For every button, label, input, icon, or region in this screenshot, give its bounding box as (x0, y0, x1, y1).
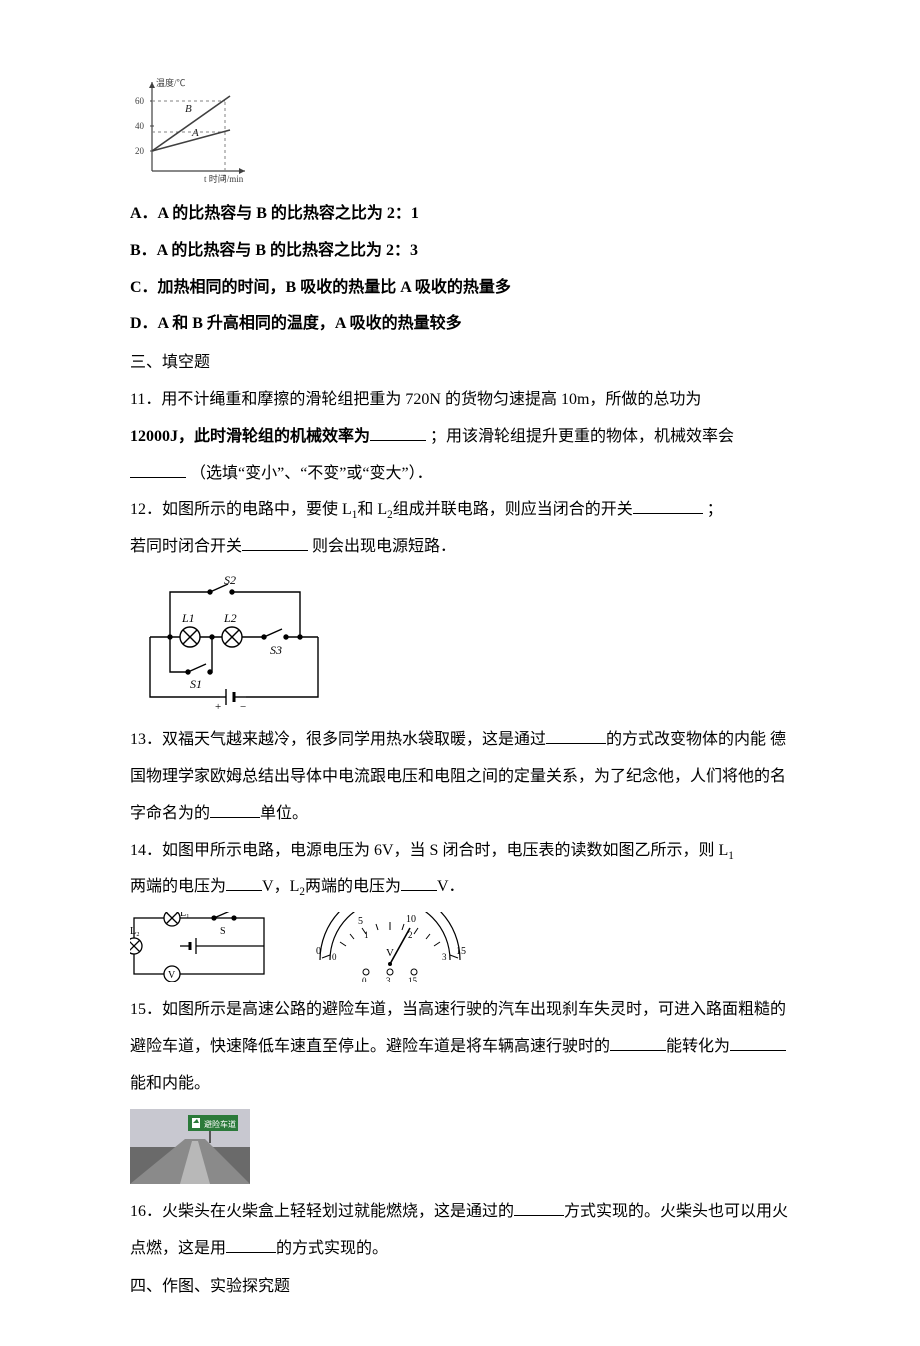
q12-part6: 则会出现电源短路． (308, 538, 456, 555)
q10-temperature-chart: 20 40 60 温度/℃ t 时间/min B A t (130, 76, 790, 186)
option-c: C．加热相同的时间，B 吸收的热量比 A 吸收的热量多 (130, 270, 790, 307)
q12-blank1 (633, 497, 703, 514)
svg-text:1: 1 (364, 930, 369, 940)
q13-part3: 单位。 (260, 805, 308, 822)
svg-text:S2: S2 (224, 573, 236, 587)
option-a-text: A．A 的比热容与 B 的比热容之比为 2：1 (130, 205, 419, 222)
q16-part1: 16．火柴头在火柴盒上轻轻划过就能燃烧，这是通过的 (130, 1203, 514, 1220)
svg-text:+: + (215, 701, 221, 712)
q11-blank1 (370, 424, 426, 441)
svg-text:2: 2 (408, 930, 413, 940)
q14-blank2 (401, 874, 437, 891)
q16-blank2 (226, 1236, 276, 1253)
svg-text:3: 3 (386, 976, 391, 982)
q12-part5: 若同时闭合开关 (130, 538, 242, 555)
svg-text:温度/℃: 温度/℃ (156, 77, 186, 88)
q15-blank1 (610, 1034, 666, 1051)
q13-part1: 13．双福天气越来越冷，很多同学用热水袋取暖，这是通过 (130, 731, 546, 748)
option-b: B．A 的比热容与 B 的比热容之比为 2：3 (130, 233, 790, 270)
svg-text:0: 0 (332, 952, 337, 962)
svg-text:A: A (191, 127, 199, 139)
q15-blank2 (730, 1034, 786, 1051)
svg-text:S: S (220, 926, 226, 937)
question-14: 14．如图甲所示电路，电源电压为 6V，当 S 闭合时，电压表的读数如图乙所示，… (130, 833, 790, 907)
temperature-chart-svg: 20 40 60 温度/℃ t 时间/min B A t (130, 76, 250, 186)
q11-part1: 11．用不计绳重和摩擦的滑轮组把重为 720N 的货物匀速提高 10m，所做的总… (130, 391, 701, 408)
option-b-text: B．A 的比热容与 B 的比热容之比为 2：3 (130, 242, 418, 259)
svg-text:15: 15 (456, 946, 466, 957)
q12-part4: ； (703, 501, 723, 518)
option-d: D．A 和 B 升高相同的温度，A 吸收的热量较多 (130, 306, 790, 343)
q12-part1: 12．如图所示的电路中，要使 L (130, 501, 352, 518)
q12-circuit-figure: S2 L1 L2 S3 S1 + − (130, 572, 790, 712)
q15-part3: 能和内能。 (130, 1075, 210, 1092)
svg-text:避险车道: 避险车道 (204, 1119, 236, 1129)
q14-part4: 两端的电压为 (305, 878, 401, 895)
q11-blank2 (130, 461, 186, 478)
question-11: 11．用不计绳重和摩擦的滑轮组把重为 720N 的货物匀速提高 10m，所做的总… (130, 382, 790, 492)
q14-voltmeter-svg: 0 5 10 15 0 1 2 3 V 0 3 15 (300, 912, 480, 982)
section-3-heading: 三、填空题 (130, 345, 790, 382)
question-16: 16．火柴头在火柴盒上轻轻划过就能燃烧，这是通过的方式实现的。火柴头也可以用火点… (130, 1194, 790, 1268)
question-13: 13．双福天气越来越冷，很多同学用热水袋取暖，这是通过的方式改变物体的内能 德国… (130, 722, 790, 832)
q14-part5: V． (437, 878, 465, 895)
q13-blank1 (546, 727, 606, 744)
svg-text:V: V (386, 947, 394, 959)
q14-part3: V，L (262, 878, 299, 895)
document-page: 20 40 60 温度/℃ t 时间/min B A t A．A 的比热容与 B… (0, 0, 920, 1346)
svg-text:20: 20 (135, 146, 145, 156)
q14-figures: V L₁ S L₂ (130, 912, 790, 982)
q12-circuit-svg: S2 L1 L2 S3 S1 + − (130, 572, 330, 712)
svg-text:L1: L1 (181, 611, 195, 625)
svg-text:−: − (240, 701, 246, 712)
q11-part2: 12000J，此时滑轮组的机械效率为 (130, 428, 370, 445)
q16-part3: 的方式实现的。 (276, 1240, 388, 1257)
svg-text:L2: L2 (223, 611, 237, 625)
q11-part4: （选填“变小”、“不变”或“变大”）． (190, 465, 433, 482)
svg-text:5: 5 (358, 916, 363, 927)
q12-part3: 组成并联电路，则应当闭合的开关 (393, 501, 633, 518)
svg-text:S3: S3 (270, 643, 282, 657)
svg-text:L₂: L₂ (130, 926, 140, 937)
svg-text:60: 60 (135, 96, 145, 106)
q15-road-svg: 避险车道 (130, 1109, 250, 1184)
q14-circuit-svg: V L₁ S L₂ (130, 912, 270, 982)
svg-text:40: 40 (135, 121, 145, 131)
svg-text:0: 0 (316, 946, 321, 957)
q14-blank1 (226, 874, 262, 891)
svg-text:V: V (168, 970, 176, 981)
q13-blank2 (210, 801, 260, 818)
svg-text:0: 0 (362, 976, 367, 982)
svg-text:S1: S1 (190, 677, 202, 691)
q16-blank1 (514, 1199, 564, 1216)
question-12: 12．如图所示的电路中，要使 L1和 L2组成并联电路，则应当闭合的开关 ； 若… (130, 492, 790, 566)
section-4-heading: 四、作图、实验探究题 (130, 1269, 790, 1306)
svg-text:3: 3 (442, 952, 447, 962)
option-a: A．A 的比热容与 B 的比热容之比为 2：1 (130, 196, 790, 233)
svg-text:L₁: L₁ (180, 912, 190, 919)
q11-part3: ；用该滑轮组提升更重的物体，机械效率会 (426, 428, 734, 445)
q15-road-figure: 避险车道 (130, 1109, 790, 1184)
svg-text:10: 10 (406, 914, 416, 925)
option-d-text: D．A 和 B 升高相同的温度，A 吸收的热量较多 (130, 315, 462, 332)
svg-text:B: B (185, 103, 192, 115)
svg-text:15: 15 (408, 976, 418, 982)
q14-part2: 两端的电压为 (130, 878, 226, 895)
q15-part2: 能转化为 (666, 1038, 730, 1055)
q12-blank2 (242, 534, 308, 551)
q14-l1sub: 1 (728, 850, 734, 862)
q14-part1: 14．如图甲所示电路，电源电压为 6V，当 S 闭合时，电压表的读数如图乙所示，… (130, 842, 728, 859)
question-15: 15．如图所示是高速公路的避险车道，当高速行驶的汽车出现刹车失灵时，可进入路面粗… (130, 992, 790, 1102)
q12-part2: 和 L (357, 501, 387, 518)
option-c-text: C．加热相同的时间，B 吸收的热量比 A 吸收的热量多 (130, 279, 511, 296)
